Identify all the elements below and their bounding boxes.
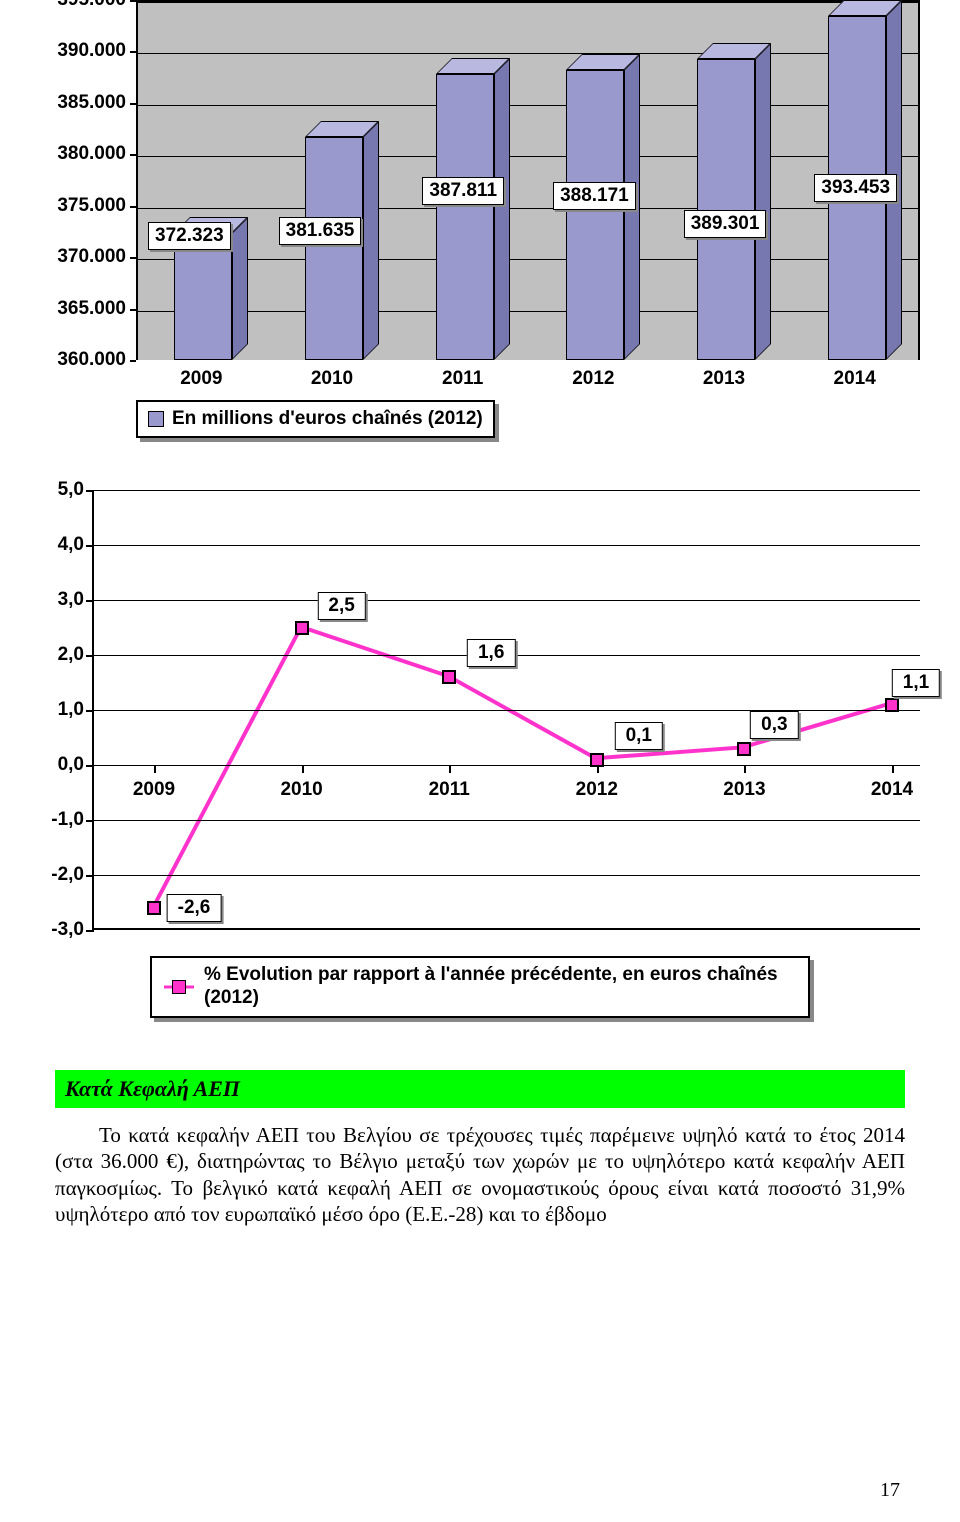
bar-value-label: 393.453 (814, 174, 897, 202)
bar (436, 74, 494, 360)
line-marker (737, 742, 751, 756)
bar-y-tick-label: 360.000 (57, 349, 126, 371)
line-y-tick-label: -3,0 (51, 919, 84, 941)
bar-y-tick-label: 395.000 (57, 0, 126, 11)
line-y-tick-label: 0,0 (58, 754, 84, 776)
line-plot-area: 2009 2010 2011 2012 2013 2014 -2,6 2,5 1,6 0,1 0,3… (92, 490, 920, 930)
line-value-label: 0,1 (615, 722, 663, 750)
line-x-label: 2014 (871, 779, 913, 801)
line-path (94, 490, 920, 928)
bar-value-label: 388.171 (553, 182, 636, 210)
line-x-label: 2010 (280, 779, 322, 801)
bar (566, 70, 624, 360)
line-value-label: 0,3 (750, 711, 798, 739)
bar (174, 233, 232, 360)
line-value-label: 1,6 (467, 639, 515, 667)
bar-plot-area: 372.323 381.635 387.811 388.171 389.301 393.4… (136, 0, 920, 360)
line-marker (590, 753, 604, 767)
bar-y-tick-label: 380.000 (57, 143, 126, 165)
body-text: Το κατά κεφαλήν ΑΕΠ του Βελγίου σε τρέχο… (55, 1122, 905, 1227)
line-y-tick-label: 4,0 (58, 534, 84, 556)
line-value-label: -2,6 (167, 894, 222, 922)
bar-y-tick-label: 385.000 (57, 92, 126, 114)
bar-value-label: 387.811 (422, 177, 504, 205)
bar-y-tick-label: 390.000 (57, 40, 126, 62)
line-marker (442, 670, 456, 684)
line-y-axis: -3,0-2,0-1,00,01,02,03,04,05,0 (40, 490, 88, 930)
line-legend-label: % Evolution par rapport à l'année précéd… (204, 964, 796, 1010)
page-number: 17 (880, 1479, 900, 1502)
line-legend: % Evolution par rapport à l'année précéd… (150, 956, 810, 1018)
line-marker (147, 901, 161, 915)
line-marker (885, 698, 899, 712)
bar-x-label: 2009 (180, 368, 222, 390)
bar-legend-swatch (148, 411, 164, 427)
section-header: Κατά Κεφαλή ΑΕΠ (55, 1070, 905, 1108)
line-x-label: 2012 (576, 779, 618, 801)
line-y-tick-label: 1,0 (58, 699, 84, 721)
bar-x-label: 2013 (703, 368, 745, 390)
line-y-tick-label: 2,0 (58, 644, 84, 666)
bar-value-label: 389.301 (684, 210, 767, 238)
bar-x-label: 2012 (572, 368, 614, 390)
line-x-label: 2009 (133, 779, 175, 801)
bar-y-tick-label: 365.000 (57, 298, 126, 320)
bar-value-label: 381.635 (279, 217, 362, 245)
line-y-tick-label: 3,0 (58, 589, 84, 611)
bar-x-label: 2011 (442, 368, 483, 390)
line-y-tick-label: -1,0 (51, 809, 84, 831)
line-y-tick-label: 5,0 (58, 479, 84, 501)
bar-value-label: 372.323 (148, 222, 231, 250)
body-paragraph: Το κατά κεφαλήν ΑΕΠ του Βελγίου σε τρέχο… (55, 1122, 905, 1227)
bar-x-label: 2014 (834, 368, 876, 390)
line-marker (295, 621, 309, 635)
bar-x-label: 2010 (311, 368, 353, 390)
bar-y-tick-label: 370.000 (57, 246, 126, 268)
line-x-label: 2011 (429, 779, 470, 801)
line-legend-swatch (164, 980, 194, 994)
line-value-label: 2,5 (317, 592, 365, 620)
line-y-tick-label: -2,0 (51, 864, 84, 886)
page: 360.000 365.000 370.000 375.000 380.000 385.0… (0, 0, 960, 1522)
line-value-label: 1,1 (892, 669, 940, 697)
bar-chart: 360.000 365.000 370.000 375.000 380.000 385.0… (40, 0, 920, 400)
line-x-label: 2013 (723, 779, 765, 801)
bar-y-axis: 360.000365.000370.000375.000380.000385.0… (40, 0, 130, 360)
line-chart: -3,0-2,0-1,00,01,02,03,04,05,0 200920102… (40, 490, 920, 1020)
bar-legend: En millions d'euros chaînés (2012) (136, 400, 495, 438)
section-title: Κατά Κεφαλή ΑΕΠ (65, 1076, 240, 1101)
bar-y-tick-label: 375.000 (57, 195, 126, 217)
bar (305, 137, 363, 360)
bar-legend-label: En millions d'euros chaînés (2012) (172, 408, 483, 430)
